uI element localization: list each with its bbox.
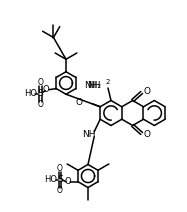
Text: O: O [143,87,150,96]
Text: O: O [37,78,43,87]
Text: HO: HO [45,175,58,184]
Text: O: O [143,130,150,139]
Text: O: O [65,177,71,186]
Text: O: O [37,100,43,109]
Text: S: S [37,89,43,98]
Text: NH: NH [82,130,96,139]
Text: O: O [76,98,83,107]
Text: 2: 2 [106,79,110,85]
Text: S: S [57,175,63,184]
Text: O: O [57,164,63,173]
Text: NH: NH [88,81,101,89]
Text: HO: HO [24,89,37,98]
Text: O: O [57,186,63,195]
Text: NH₂: NH₂ [84,81,101,89]
Text: O: O [43,85,50,94]
